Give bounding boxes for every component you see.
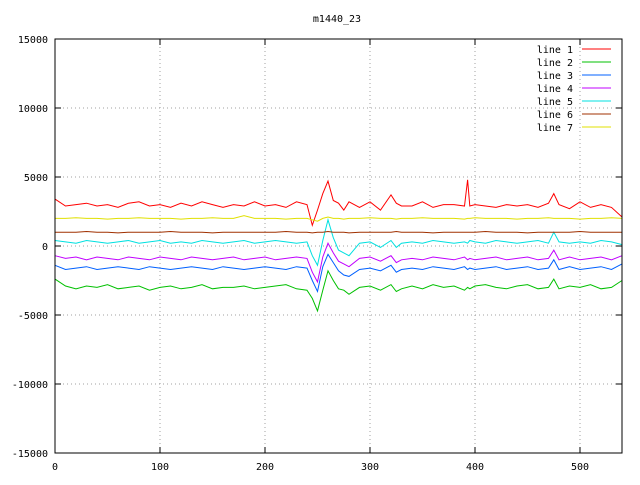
grid	[55, 39, 622, 453]
series-line-1	[54, 179, 623, 228]
legend-label: line 5	[537, 97, 573, 108]
y-tick-label: -15000	[12, 449, 48, 460]
x-tick-label: 200	[256, 462, 274, 473]
series-line-3	[54, 253, 623, 294]
y-tick-label: 15000	[18, 35, 48, 46]
x-tick-label: 300	[361, 462, 379, 473]
legend-label: line 6	[537, 110, 573, 121]
legend-label: line 7	[537, 123, 573, 134]
legend: line 1 line 2 line 3 line 4 line 5 line 6 line…	[537, 45, 611, 134]
x-tick-label: 100	[151, 462, 169, 473]
y-tick-label: 10000	[18, 104, 48, 115]
y-tick-label: -10000	[12, 380, 48, 391]
chart-title: m1440_23	[313, 14, 361, 25]
x-tick-label: 500	[571, 462, 589, 473]
series-line-5	[54, 217, 623, 267]
series-line-4	[54, 242, 623, 284]
legend-label: line 4	[537, 84, 573, 95]
series-line-2	[54, 269, 623, 313]
series-line-6	[55, 230, 622, 234]
y-tick-label: 0	[42, 242, 48, 253]
plot-area	[54, 179, 623, 313]
x-tick-label: 0	[52, 462, 58, 473]
legend-label: line 2	[537, 58, 573, 69]
legend-label: line 3	[537, 71, 573, 82]
y-tick-label: 5000	[24, 173, 48, 184]
axes: 0 100 200 300 400 500 -15000 -10000 -5000 0 5000 10…	[12, 35, 622, 473]
y-tick-label: -5000	[18, 311, 48, 322]
series-line-7	[55, 215, 623, 222]
x-tick-label: 400	[466, 462, 484, 473]
legend-label: line 1	[537, 45, 573, 56]
